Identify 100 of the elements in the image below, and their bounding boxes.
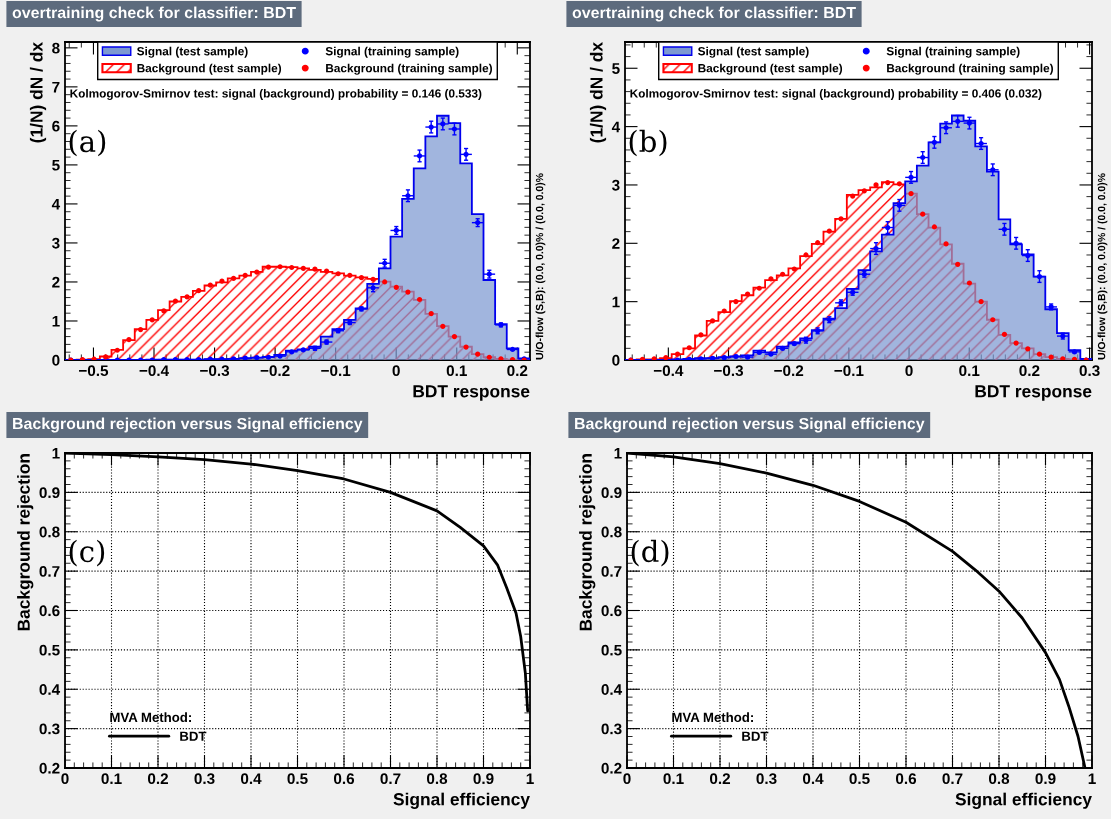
x-tick-label: 0.9 [473,773,494,785]
y-tick-label: 0.9 [39,487,60,499]
y-tick-label: 2 [612,238,620,249]
x-tick-label: 0.6 [895,773,917,785]
y-tick-label: 0.5 [39,644,60,656]
chart-title: overtraining check for classifier: BDT [572,6,856,22]
x-tick-label: 0.8 [988,773,1010,785]
x-tick-label: 0.2 [1019,365,1040,377]
y-tick-label: 0.3 [39,723,60,735]
x-tick-label: 0.4 [802,773,824,785]
x-tick-label: 0.6 [333,773,355,785]
y-tick-label: 6 [52,120,60,132]
y-tick-label: 2 [52,276,60,288]
y-tick-label: 0.4 [39,684,61,695]
x-tick-label: −0.1 [321,365,351,377]
x-tick-label: 0 [61,773,69,785]
x-axis-title: Signal efficiency [393,792,530,809]
x-tick-label: 1 [526,773,534,784]
x-tick-label: 0.3 [1079,365,1100,377]
legend-label: Background (test sample) [137,63,282,75]
y-tick-label: 0.5 [601,644,622,656]
chart-title: Background rejection versus Signal efficiency [13,417,363,433]
y-axis-title: Background rejection [579,454,596,631]
x-tick-label: −0.4 [653,365,684,377]
y-tick-label: 0.8 [601,526,622,538]
x-tick-label: 0.1 [446,365,467,377]
legend-label: Signal (training sample) [325,46,459,58]
x-tick-label: 0.2 [147,773,169,785]
x-tick-label: 0.5 [849,773,870,785]
y-tick-label: 0.6 [601,605,622,617]
annotation: (b) [629,129,667,157]
x-tick-label: −0.2 [260,365,290,377]
x-tick-label: −0.3 [714,365,744,377]
y-tick-label: 4 [611,121,621,133]
legend-label: Background (test sample) [698,63,843,75]
y-tick-label: 1 [52,316,60,327]
legend-label: Signal (test sample) [698,46,809,58]
x-tick-label: 0.5 [287,773,308,785]
x-tick-label: 0.7 [942,773,963,785]
y-tick-label: 1 [612,296,620,308]
x-tick-label: 0.3 [756,773,777,785]
x-tick-label: 0.1 [663,773,684,785]
x-tick-label: 0 [392,365,400,377]
x-tick-label: 0.4 [240,773,262,785]
annotation: (c) [69,539,105,567]
x-tick-label: −0.5 [79,365,109,377]
legend-label: Signal (test sample) [137,46,248,58]
text: U/O-flow (S,B): (0.0, 0.0)% / (0.0, 0.0)% [1097,173,1108,360]
legend-title: MVA Method: [110,712,191,723]
legend-title: MVA Method: [672,712,753,723]
chart-title: Background rejection versus Signal efficiency [575,417,925,433]
x-tick-label: 0.3 [194,773,215,785]
x-tick-label: 0.1 [959,365,980,377]
y-tick-label: 0.9 [601,487,622,499]
y-axis-title: (1/N) dN / dx [589,42,607,143]
x-tick-label: −0.2 [774,365,804,377]
y-tick-label: 4 [51,198,61,210]
y-tick-label: 0.7 [601,565,622,577]
legend-label: Signal (training sample) [886,46,1020,58]
y-tick-label: 0.4 [601,684,623,695]
x-axis-title: BDT response [413,385,530,401]
text: U/O-flow (S,B): (0.0, 0.0)% / (0.0, 0.0)% [535,173,546,360]
y-tick-label: 0 [612,354,620,366]
y-tick-label: 0.7 [39,565,60,577]
legend-label: BDT [742,731,769,741]
y-tick-label: 0 [52,354,60,366]
x-tick-label: 1 [1088,773,1096,784]
x-tick-label: 0.2 [709,773,731,785]
annotation: Kolmogorov-Smirnov test: signal (background) probability = 0.146 (0.533) [70,88,482,100]
y-tick-label: 0.8 [39,526,60,538]
y-tick-label: 0.6 [39,605,60,617]
annotation: (d) [631,539,669,567]
y-tick-label: 0.2 [39,762,60,774]
x-axis-title: BDT response [975,385,1092,401]
x-tick-label: 0.9 [1035,773,1056,785]
annotation: Kolmogorov-Smirnov test: signal (background) probability = 0.406 (0.032) [630,88,1042,100]
x-tick-label: 0.1 [101,773,122,785]
x-tick-label: 0 [905,365,913,377]
legend-label: BDT [180,731,207,741]
y-tick-label: 5 [52,159,60,171]
y-tick-label: 7 [52,81,60,93]
legend-label: Background (training sample) [887,63,1053,75]
x-tick-label: 0.7 [380,773,401,785]
x-tick-label: −0.1 [834,365,864,377]
y-tick-label: 8 [52,42,60,54]
x-tick-label: 0.8 [426,773,448,785]
x-tick-label: 0 [623,773,631,785]
y-tick-label: 0.2 [601,762,622,774]
y-tick-label: 3 [51,237,60,249]
y-axis-title: Background rejection [17,454,34,631]
y-tick-label: 3 [611,179,620,191]
y-axis-title: (1/N) dN / dx [29,42,47,143]
annotation: (a) [69,129,106,157]
y-tick-label: 0.3 [601,723,622,735]
y-tick-label: 1 [52,448,60,459]
y-tick-label: 5 [612,63,620,74]
x-tick-label: 0.2 [507,365,528,377]
x-tick-label: −0.4 [139,365,169,377]
legend-label: Background (training sample) [326,63,492,75]
y-tick-label: 1 [614,448,622,459]
